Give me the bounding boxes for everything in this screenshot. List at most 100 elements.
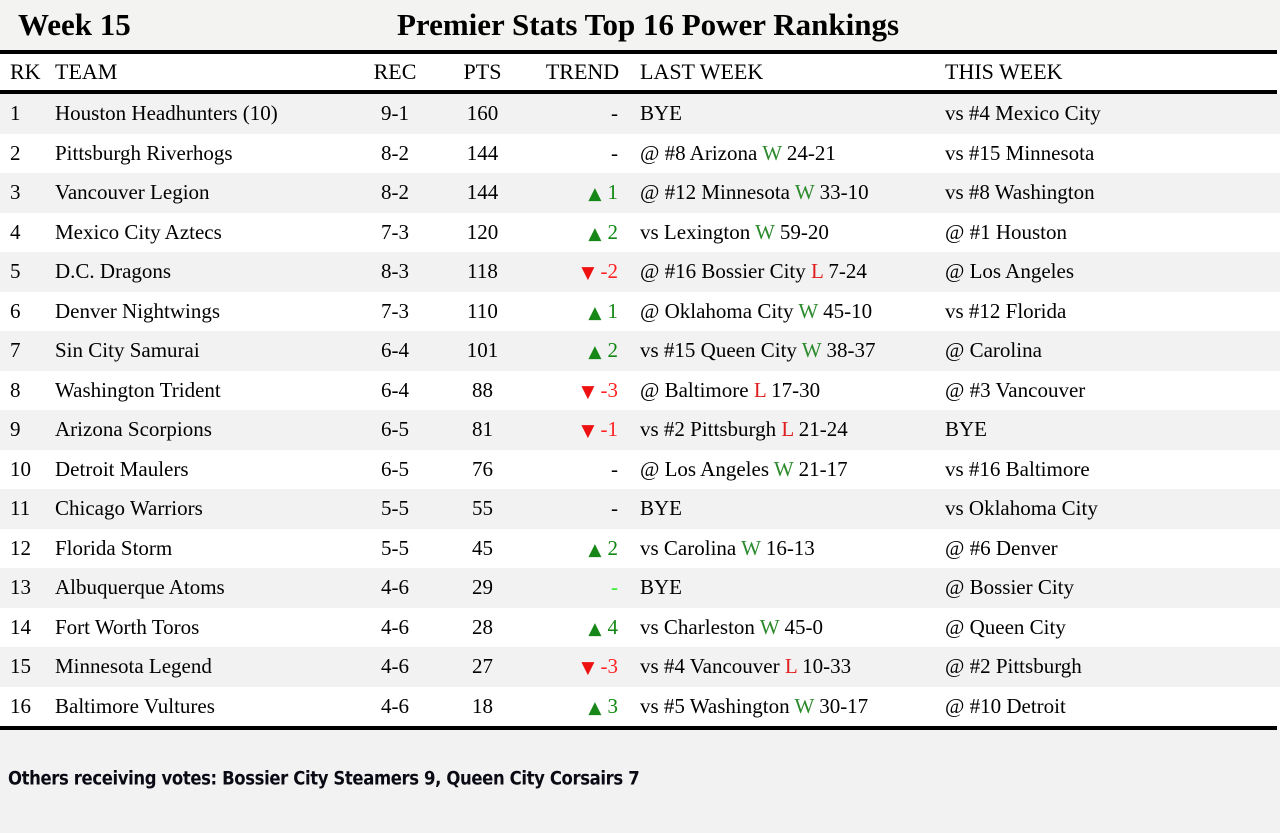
others-receiving-votes: Others receiving votes: Bossier City Ste… [8, 768, 640, 790]
team-cell: Denver Nightwings [55, 298, 221, 323]
last-week-cell: @ Oklahoma City W 45-10 [630, 299, 945, 324]
team-cell: Chicago Warriors [55, 496, 203, 521]
trend-value: 1 [607, 180, 619, 205]
table-row: 11 Chicago Warriors 5-5 55 - BYE vs Okla… [0, 489, 1280, 529]
table-row: 10 Detroit Maulers 6-5 76 - @ Los Angele… [0, 449, 1280, 489]
last-week-cell: BYE [630, 101, 945, 126]
last-week-opponent: @ Baltimore [640, 377, 749, 402]
last-week-opponent: vs Carolina [640, 535, 737, 560]
this-week-cell: vs #4 Mexico City [945, 101, 1101, 126]
column-header-trend: TREND [545, 59, 620, 84]
last-week-score: 21-17 [798, 456, 848, 481]
table-row: 14 Fort Worth Toros 4-6 28 ▲ 4 vs Charles… [0, 607, 1280, 647]
last-week-result: W [773, 456, 794, 481]
record-cell: 8-3 [381, 259, 409, 284]
rank-cell: 2 [10, 140, 21, 165]
trend-value: - [611, 456, 618, 481]
last-week-cell: @ #12 Minnesota W 33-10 [630, 180, 945, 205]
team-cell: Washington Trident [55, 377, 221, 402]
last-week-score: 24-21 [786, 140, 836, 165]
table-row: 5 D.C. Dragons 8-3 118 ▼ -2 @ #16 Bossier… [0, 252, 1280, 292]
trend-cell: - [535, 141, 630, 166]
points-cell: 160 [466, 101, 499, 126]
last-week-score: 17-30 [771, 377, 821, 402]
trend-cell: ▼ -1 [535, 417, 630, 442]
trend-cell: - [535, 496, 630, 521]
record-cell: 6-4 [381, 377, 409, 402]
trend-value: 1 [607, 298, 619, 323]
last-week-score: 38-37 [826, 338, 876, 363]
this-week-cell: @ Queen City [945, 614, 1066, 639]
trend-cell: ▲ 3 [535, 694, 630, 719]
table-row: 4 Mexico City Aztecs 7-3 120 ▲ 2 vs Lexin… [0, 212, 1280, 252]
week-label: Week 15 [18, 7, 131, 42]
rank-cell: 6 [10, 298, 21, 323]
trend-arrow-icon: ▲ [588, 342, 602, 363]
team-cell: Florida Storm [55, 535, 173, 560]
team-cell: Mexico City Aztecs [55, 219, 222, 244]
points-cell: 29 [472, 575, 493, 600]
record-cell: 7-3 [381, 219, 409, 244]
team-cell: Vancouver Legion [55, 180, 210, 205]
this-week-cell: @ #6 Denver [945, 535, 1058, 560]
points-cell: 101 [466, 338, 499, 363]
last-week-cell: @ Baltimore L 17-30 [630, 378, 945, 403]
rank-cell: 8 [10, 377, 21, 402]
table-row: 15 Minnesota Legend 4-6 27 ▼ -3 vs #4 Van… [0, 647, 1280, 687]
last-week-cell: vs #4 Vancouver L 10-33 [630, 654, 945, 679]
team-cell: Arizona Scorpions [55, 417, 212, 442]
last-week-score: 45-10 [823, 298, 873, 323]
trend-arrow-icon: ▲ [588, 302, 602, 323]
last-week-opponent: vs #2 Pittsburgh [640, 417, 777, 442]
trend-arrow-icon: ▲ [588, 184, 602, 205]
table-row: 2 Pittsburgh Riverhogs 8-2 144 - @ #8 Ar… [0, 133, 1280, 173]
last-week-result: W [762, 140, 782, 165]
this-week-cell: @ #10 Detroit [945, 693, 1066, 718]
trend-cell: - [535, 575, 630, 600]
last-week-opponent: vs Charleston [640, 614, 755, 639]
points-cell: 144 [466, 180, 499, 205]
table-bottom-divider [0, 726, 1277, 730]
record-cell: 5-5 [381, 496, 409, 521]
last-week-opponent: @ #16 Bossier City [640, 259, 806, 284]
trend-cell: ▼ -2 [535, 259, 630, 284]
trend-value: 2 [607, 219, 619, 244]
team-cell: Fort Worth Toros [55, 614, 200, 639]
record-cell: 9-1 [381, 101, 409, 126]
last-week-result: W [759, 614, 780, 639]
points-cell: 118 [467, 259, 498, 284]
rank-cell: 13 [10, 575, 31, 600]
rank-cell: 15 [10, 654, 31, 679]
table-row: 16 Baltimore Vultures 4-6 18 ▲ 3 vs #5 Wa… [0, 686, 1280, 726]
this-week-cell: vs #15 Minnesota [945, 140, 1095, 165]
trend-value: 2 [607, 535, 619, 560]
header-divider [0, 90, 1277, 94]
last-week-result: L [784, 654, 797, 679]
last-week-opponent: vs #5 Washington [640, 693, 790, 718]
trend-cell: ▲ 2 [535, 338, 630, 363]
last-week-score: 59-20 [779, 219, 829, 244]
points-cell: 28 [472, 614, 493, 639]
record-cell: 5-5 [381, 535, 409, 560]
last-week-result: W [794, 180, 815, 205]
record-cell: 4-6 [381, 693, 409, 718]
rank-cell: 1 [10, 101, 21, 126]
last-week-opponent: @ #8 Arizona [640, 140, 758, 165]
team-cell: Minnesota Legend [55, 654, 212, 679]
table-row: 3 Vancouver Legion 8-2 144 ▲ 1 @ #12 Minn… [0, 173, 1280, 213]
points-cell: 55 [472, 496, 493, 521]
team-cell: Houston Headhunters (10) [55, 101, 278, 126]
last-week-cell: vs Lexington W 59-20 [630, 220, 945, 245]
trend-arrow-icon: ▼ [581, 658, 595, 679]
record-cell: 4-6 [381, 575, 409, 600]
this-week-cell: @ #3 Vancouver [945, 377, 1086, 402]
trend-arrow-icon: ▲ [588, 223, 602, 244]
last-week-cell: BYE [630, 496, 945, 521]
this-week-cell: @ #2 Pittsburgh [945, 654, 1082, 679]
last-week-cell: vs Carolina W 16-13 [630, 536, 945, 561]
last-week-score: 30-17 [819, 693, 869, 718]
trend-cell: - [535, 457, 630, 482]
last-week-opponent: @ Los Angeles [640, 456, 769, 481]
last-week-cell: vs #5 Washington W 30-17 [630, 694, 945, 719]
trend-arrow-icon: ▼ [581, 263, 595, 284]
